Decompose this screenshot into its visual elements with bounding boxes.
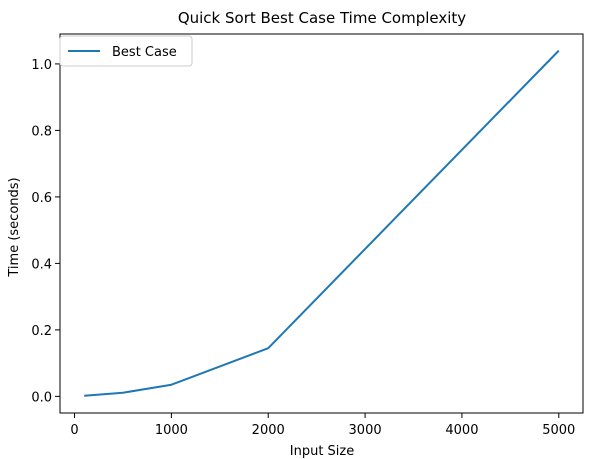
plot-frame: [59, 33, 584, 414]
y-tick-label: 0.2: [31, 324, 52, 339]
x-tick-label: 1000: [155, 423, 188, 438]
legend: Best Case: [59, 35, 193, 67]
x-axis-label: Input Size: [290, 444, 354, 459]
y-tick-label: 0.8: [31, 124, 52, 139]
x-axis-ticks: 0 1000 2000 3000 4000 5000: [70, 413, 575, 438]
y-tick-label: 0.0: [31, 390, 52, 405]
y-axis-ticks: 0.0 0.2 0.4 0.6 0.8 1.0: [31, 58, 60, 405]
y-tick-label: 0.4: [31, 257, 52, 272]
series-line-best-case: [84, 49, 560, 397]
legend-box: [59, 35, 193, 67]
legend-label-best-case: Best Case: [112, 45, 177, 60]
x-tick-label: 4000: [445, 423, 478, 438]
y-tick-label: 1.0: [31, 58, 52, 73]
x-tick-label: 0: [70, 423, 78, 438]
series-lines: [84, 49, 560, 397]
x-tick-label: 2000: [252, 423, 285, 438]
x-tick-label: 3000: [349, 423, 382, 438]
y-axis-label: Time (seconds): [7, 177, 22, 277]
y-tick-label: 0.6: [31, 191, 52, 206]
plot-area: [59, 33, 584, 414]
chart-title: Quick Sort Best Case Time Complexity: [178, 9, 466, 27]
x-tick-label: 5000: [542, 423, 575, 438]
